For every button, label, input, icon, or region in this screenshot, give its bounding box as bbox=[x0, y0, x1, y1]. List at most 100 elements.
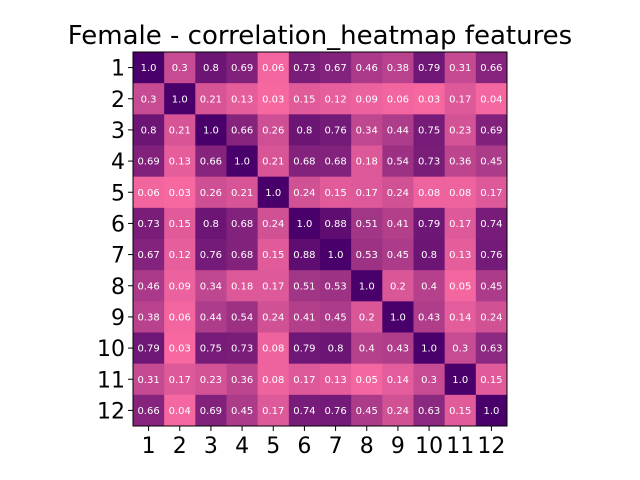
heatmap-cell-label: 0.08 bbox=[262, 375, 284, 386]
heatmap-cell bbox=[257, 114, 290, 146]
heatmap-cell bbox=[226, 363, 259, 396]
heatmap-cell-label: 0.26 bbox=[200, 188, 222, 199]
heatmap-cell bbox=[382, 270, 414, 302]
heatmap-cell bbox=[475, 363, 508, 396]
heatmap-cell bbox=[226, 176, 259, 209]
heatmap-cell-label: 0.38 bbox=[137, 312, 159, 323]
heatmap-cell bbox=[226, 332, 259, 365]
heatmap-cell-label: 0.21 bbox=[200, 94, 222, 105]
heatmap-cell bbox=[257, 394, 290, 427]
heatmap-cell bbox=[320, 207, 352, 240]
heatmap-cell-label: 0.63 bbox=[418, 406, 440, 417]
heatmap-cell-label: 0.03 bbox=[262, 94, 284, 105]
heatmap-cell bbox=[133, 239, 165, 271]
heatmap-cell bbox=[133, 176, 165, 209]
y-tick-label: 11 bbox=[97, 368, 125, 393]
heatmap-cell-label: 0.15 bbox=[169, 219, 191, 230]
heatmap-cell bbox=[382, 239, 414, 271]
heatmap-cell-label: 0.45 bbox=[480, 157, 502, 168]
heatmap-cell-label: 0.06 bbox=[387, 94, 409, 105]
x-tick-label: 9 bbox=[391, 434, 405, 459]
heatmap-cell-label: 0.66 bbox=[231, 125, 253, 136]
heatmap-cell bbox=[413, 270, 446, 302]
heatmap-cell bbox=[133, 52, 165, 84]
heatmap-cell bbox=[320, 239, 352, 271]
heatmap-cell bbox=[257, 176, 290, 209]
heatmap-cell-label: 0.8 bbox=[203, 63, 219, 74]
heatmap-cell-label: 0.2 bbox=[359, 312, 375, 323]
heatmap-cell-label: 1.0 bbox=[483, 406, 499, 417]
heatmap-cell bbox=[444, 270, 477, 302]
heatmap-cell bbox=[475, 114, 508, 146]
heatmap-cell bbox=[226, 301, 259, 333]
heatmap-cell bbox=[164, 114, 196, 146]
heatmap-cell-label: 0.68 bbox=[231, 219, 253, 230]
heatmap-cell bbox=[320, 363, 352, 396]
heatmap-cell bbox=[351, 176, 383, 209]
heatmap-cell bbox=[195, 301, 227, 333]
heatmap-cell bbox=[164, 332, 196, 365]
heatmap-cell-label: 0.12 bbox=[324, 94, 346, 105]
heatmap-cell-label: 0.24 bbox=[387, 406, 409, 417]
heatmap-cell-label: 1.0 bbox=[234, 157, 250, 168]
heatmap-cell-label: 0.54 bbox=[387, 157, 409, 168]
x-axis: 1 2 3 4 5 6 7 8 9 10 11 12 bbox=[142, 426, 505, 459]
heatmap-cell-label: 1.0 bbox=[359, 281, 375, 292]
y-tick-label: 6 bbox=[111, 212, 125, 237]
heatmap-cell bbox=[444, 83, 477, 115]
heatmap-cell-label: 0.21 bbox=[262, 157, 284, 168]
heatmap-cell-label: 0.45 bbox=[231, 406, 253, 417]
heatmap-cell bbox=[133, 301, 165, 333]
heatmap-cell bbox=[226, 270, 259, 302]
heatmap-cell bbox=[288, 207, 321, 240]
heatmap-cell bbox=[288, 83, 321, 115]
heatmap-cell bbox=[288, 145, 321, 178]
heatmap-cell-label: 0.73 bbox=[231, 344, 253, 355]
heatmap-cell bbox=[164, 52, 196, 84]
heatmap-cell bbox=[444, 301, 477, 333]
heatmap-cell-label: 0.15 bbox=[449, 406, 471, 417]
heatmap-cell-label: 0.68 bbox=[231, 250, 253, 261]
heatmap-cell-label: 0.8 bbox=[328, 344, 344, 355]
heatmap-cells bbox=[133, 52, 508, 427]
heatmap-cell-label: 0.38 bbox=[387, 63, 409, 74]
heatmap-cell bbox=[288, 363, 321, 396]
heatmap-cell-label: 0.69 bbox=[137, 157, 159, 168]
heatmap-cell bbox=[164, 83, 196, 115]
heatmap-cell-label: 0.17 bbox=[262, 281, 284, 292]
heatmap-cell-label: 0.4 bbox=[359, 344, 375, 355]
heatmap-cell bbox=[226, 83, 259, 115]
y-tick-label: 2 bbox=[111, 88, 125, 113]
heatmap-cell bbox=[475, 83, 508, 115]
heatmap-cell-label: 0.13 bbox=[324, 375, 346, 386]
heatmap-cell bbox=[257, 83, 290, 115]
heatmap-cell-label: 0.43 bbox=[387, 344, 409, 355]
heatmap-cell bbox=[351, 301, 383, 333]
heatmap-cell-label: 0.17 bbox=[293, 375, 315, 386]
heatmap-cell bbox=[320, 270, 352, 302]
heatmap-cell bbox=[133, 270, 165, 302]
heatmap-cell-label: 0.03 bbox=[169, 344, 191, 355]
heatmap-cell-label: 1.0 bbox=[141, 63, 157, 74]
x-tick-label: 8 bbox=[360, 434, 374, 459]
heatmap-cell bbox=[195, 363, 227, 396]
heatmap-cell-label: 0.3 bbox=[452, 344, 468, 355]
heatmap-cell-label: 0.13 bbox=[449, 250, 471, 261]
heatmap-cell-label: 0.44 bbox=[200, 312, 222, 323]
heatmap-cell-label: 0.46 bbox=[137, 281, 159, 292]
heatmap-cell bbox=[195, 394, 227, 427]
heatmap-cell-label: 0.67 bbox=[137, 250, 159, 261]
heatmap-cell bbox=[444, 363, 477, 396]
heatmap-cell-label: 1.0 bbox=[421, 344, 437, 355]
heatmap-cell-label: 0.34 bbox=[200, 281, 222, 292]
heatmap-cell bbox=[413, 52, 446, 84]
x-tick-label: 5 bbox=[266, 434, 280, 459]
heatmap-cell bbox=[164, 270, 196, 302]
heatmap-cell-label: 0.69 bbox=[200, 406, 222, 417]
heatmap-cell bbox=[288, 52, 321, 84]
heatmap-cell-label: 0.08 bbox=[449, 188, 471, 199]
heatmap-cell bbox=[257, 207, 290, 240]
heatmap-cell-label: 0.06 bbox=[262, 63, 284, 74]
